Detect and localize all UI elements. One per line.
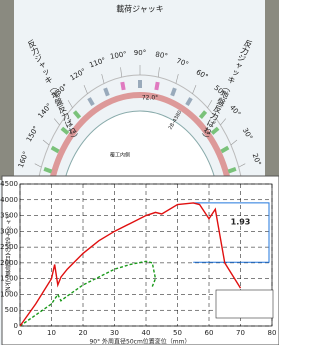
y-tick-label: 4000 bbox=[0, 196, 18, 204]
x-tick-label: 40 bbox=[142, 329, 151, 337]
x-tick-label: 10 bbox=[47, 329, 56, 337]
x-tick-label: 30 bbox=[110, 329, 119, 337]
photo-left bbox=[0, 0, 14, 180]
y-tick-label: 4500 bbox=[0, 180, 18, 188]
x-tick-label: 50 bbox=[173, 329, 182, 337]
x-tick-label: 20 bbox=[79, 329, 88, 337]
jack bbox=[138, 80, 142, 88]
chart-frame bbox=[2, 176, 279, 345]
annotation: 1.93 bbox=[231, 217, 251, 226]
y-axis-title: ジャッキ6台の合計荷重（kN） bbox=[4, 213, 11, 297]
legend-box bbox=[216, 290, 273, 318]
diagram-title: 載荷ジャッキ bbox=[116, 4, 164, 14]
page: 180°170°160°150°140°130°120°110°100°90°8… bbox=[0, 0, 279, 345]
x-tick-label: 0 bbox=[18, 329, 22, 337]
x-tick-label: 70 bbox=[236, 329, 245, 337]
x-tick-label: 60 bbox=[205, 329, 214, 337]
y-tick-label: 500 bbox=[5, 306, 18, 314]
inner-label: 覆工内側 bbox=[110, 152, 130, 159]
x-axis-title: 90° 外周直径50cm位置変位（mm） bbox=[89, 338, 190, 345]
photo-right bbox=[265, 0, 279, 180]
inner-label: 72.0° bbox=[142, 95, 158, 102]
x-tick-label: 80 bbox=[268, 329, 277, 337]
angle-label: 90° bbox=[134, 49, 146, 57]
